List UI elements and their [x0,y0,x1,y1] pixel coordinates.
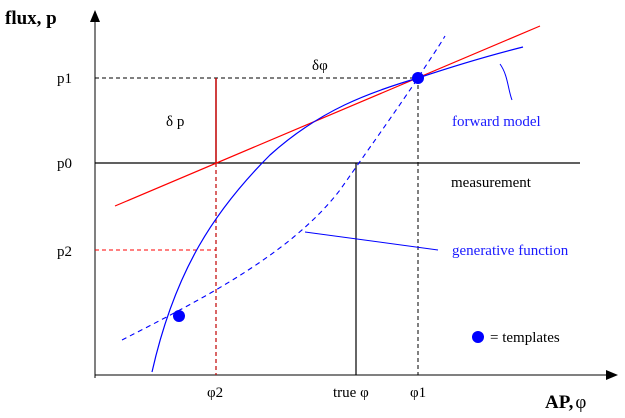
forward-model-label: forward model [452,114,541,130]
x-tick-true-phi: true φ [333,385,369,401]
delta-phi-label: δφ [312,58,328,74]
generative-function-label: generative function [452,243,569,259]
x-axis-title: AP, φ [545,392,586,413]
y-tick-p0: p0 [57,156,72,172]
template-marker-phi1 [412,72,424,84]
delta-p-label: δ p [166,114,184,130]
legend-template-marker [472,331,484,343]
generative-function-curve [121,35,446,341]
x-tick-phi2: φ2 [207,385,223,401]
y-axis-arrowhead [90,10,100,22]
x-axis-arrowhead [606,370,618,380]
legend-templates-label: = templates [490,330,560,346]
measurement-label: measurement [451,175,532,191]
y-axis-title: flux, p [5,8,57,29]
x-axis-title-main: AP, [545,392,574,413]
y-tick-p1: p1 [57,71,72,87]
forward-model-curve [151,46,524,373]
template-marker-phi2 [173,310,185,322]
tangent-line [114,25,541,207]
forward-model-leader [499,63,513,101]
generative-function-leader [304,231,439,251]
x-axis-title-symbol: φ [575,392,586,413]
x-tick-phi1: φ1 [410,385,426,401]
y-tick-p2: p2 [57,244,72,260]
